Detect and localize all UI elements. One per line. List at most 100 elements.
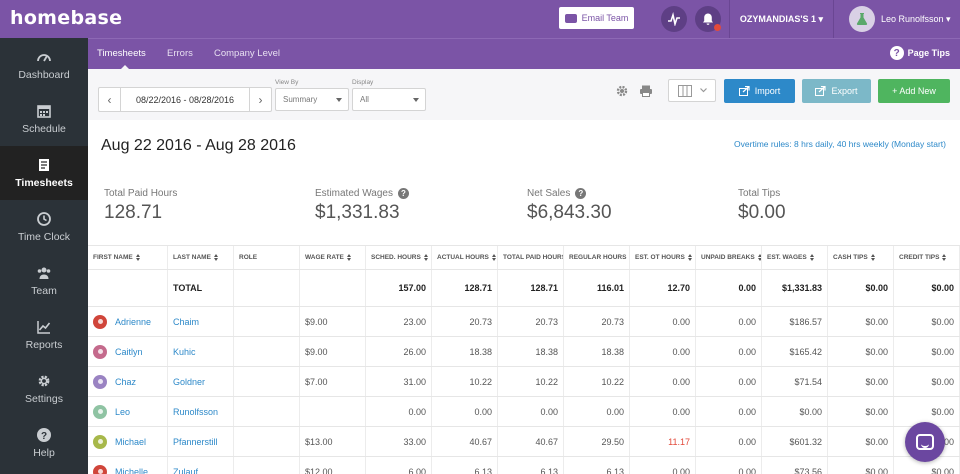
export-button[interactable]: Export xyxy=(802,79,871,103)
print-icon[interactable] xyxy=(639,84,653,98)
user-menu[interactable]: Leo Runolfsson ▾ xyxy=(842,0,960,38)
column-header[interactable]: ACTUAL HOURS xyxy=(432,246,498,269)
table-cell: $73.56 xyxy=(762,457,828,474)
timesheet-icon xyxy=(39,159,49,171)
table-cell: $0.00 xyxy=(828,397,894,426)
employee-first-name-link[interactable]: Leo xyxy=(115,406,131,417)
first-name-cell: Adrienne xyxy=(88,307,168,336)
question-icon[interactable]: ? xyxy=(575,188,587,199)
column-header[interactable]: LAST NAME xyxy=(168,246,234,269)
table-cell: $0.00 xyxy=(828,427,894,456)
table-cell: 0.00 xyxy=(630,397,696,426)
location-selector[interactable]: OZYMANDIAS'S 1 ▾ xyxy=(729,0,834,38)
last-name-cell: Chaim xyxy=(168,307,234,336)
notifications-button[interactable] xyxy=(695,6,721,32)
chat-launcher-button[interactable] xyxy=(905,422,945,462)
column-header-label: TOTAL PAID HOURS xyxy=(503,253,564,261)
next-week-button[interactable]: › xyxy=(249,88,271,111)
employee-first-name-link[interactable]: Michael xyxy=(115,436,147,447)
table-cell: $0.00 xyxy=(894,337,960,366)
column-header[interactable]: WAGE RATE xyxy=(300,246,366,269)
table-cell: 0.00 xyxy=(630,337,696,366)
previous-week-button[interactable]: ‹ xyxy=(99,88,121,111)
last-name-cell: Runolfsson xyxy=(168,397,234,426)
employee-last-name-link[interactable]: Goldner xyxy=(173,376,206,387)
employee-last-name-link[interactable]: Runolfsson xyxy=(173,406,219,417)
wage-rate-cell: $12.00 xyxy=(300,457,366,474)
table-cell: $71.54 xyxy=(762,367,828,396)
add-new-button[interactable]: + Add New xyxy=(878,79,950,103)
wage-rate-cell: $9.00 xyxy=(300,337,366,366)
view-by-value: Summary xyxy=(283,95,318,104)
table-row[interactable]: Caitlyn Kuhic $9.00 26.00 18.38 18.38 18.38 0.0… xyxy=(88,337,960,367)
table-row[interactable]: Chaz Goldner $7.00 31.00 10.22 10.22 10.22 0.00… xyxy=(88,367,960,397)
table-row[interactable]: Michelle Zulauf $12.00 6.00 6.13 6.13 6.13 0.00… xyxy=(88,457,960,474)
first-name-cell: Leo xyxy=(88,397,168,426)
total-value: 12.70 xyxy=(630,270,696,306)
column-header[interactable]: ROLE xyxy=(234,246,300,269)
wage-rate-cell: $13.00 xyxy=(300,427,366,456)
homebase-logo[interactable]: homebase xyxy=(10,7,123,29)
tab-company-level[interactable]: Company Level xyxy=(214,48,281,59)
add-new-label: + Add New xyxy=(892,86,936,96)
last-name-cell: Goldner xyxy=(168,367,234,396)
employee-first-name-link[interactable]: Chaz xyxy=(115,376,137,387)
sort-icon xyxy=(870,253,875,262)
column-header[interactable]: CASH TIPS xyxy=(828,246,894,269)
question-icon[interactable]: ? xyxy=(398,188,409,199)
tab-errors[interactable]: Errors xyxy=(167,48,193,59)
sidebar-item-label: Schedule xyxy=(22,123,66,135)
settings-gear-icon[interactable] xyxy=(615,84,629,98)
employee-last-name-link[interactable]: Zulauf xyxy=(173,466,199,474)
column-header[interactable]: REGULAR HOURS xyxy=(564,246,630,269)
column-header-label: WAGE RATE xyxy=(305,253,344,261)
column-header[interactable]: TOTAL PAID HOURS xyxy=(498,246,564,269)
email-team-button[interactable]: Email Team xyxy=(559,7,634,29)
employee-last-name-link[interactable]: Kuhic xyxy=(173,346,196,357)
sidebar-item-dashboard[interactable]: Dashboard xyxy=(0,38,88,92)
employee-last-name-link[interactable]: Chaim xyxy=(173,316,200,327)
employee-first-name-link[interactable]: Adrienne xyxy=(115,316,152,327)
column-header[interactable]: EST. WAGES xyxy=(762,246,828,269)
tab-timesheets[interactable]: Timesheets xyxy=(97,48,146,59)
view-by-select[interactable]: Summary xyxy=(275,88,349,111)
sidebar-item-reports[interactable]: Reports xyxy=(0,308,88,362)
import-button[interactable]: Import xyxy=(724,79,795,103)
help-icon: ? xyxy=(37,428,51,442)
flask-icon xyxy=(856,13,868,25)
page-title: Aug 22 2016 - Aug 28 2016 xyxy=(101,137,296,154)
page-tips-button[interactable]: ? Page Tips xyxy=(889,46,950,60)
employee-first-name-link[interactable]: Michelle xyxy=(115,466,149,474)
columns-toggle-button[interactable] xyxy=(668,79,716,102)
sort-icon xyxy=(213,253,218,262)
sidebar-item-timesheets[interactable]: Timesheets xyxy=(0,146,88,200)
overtime-rules-link[interactable]: Overtime rules: 8 hrs daily, 40 hrs week… xyxy=(734,139,946,149)
export-icon xyxy=(815,86,827,96)
table-cell: 29.50 xyxy=(564,427,630,456)
date-range-text[interactable]: 08/22/2016 - 08/28/2016 xyxy=(135,94,235,105)
sidebar-item-help[interactable]: ? Help xyxy=(0,416,88,470)
role-cell xyxy=(234,397,300,426)
sidebar-item-time-clock[interactable]: Time Clock xyxy=(0,200,88,254)
sidebar-item-schedule[interactable]: Schedule xyxy=(0,92,88,146)
activity-button[interactable] xyxy=(661,6,687,32)
employee-last-name-link[interactable]: Pfannerstill xyxy=(173,436,218,447)
sidebar-item-settings[interactable]: Settings xyxy=(0,362,88,416)
column-header-label: UNPAID BREAKS xyxy=(701,253,755,261)
sidebar-item-label: Settings xyxy=(25,393,63,405)
column-header[interactable]: SCHED. HOURS xyxy=(366,246,432,269)
employee-first-name-link[interactable]: Caitlyn xyxy=(115,346,143,357)
column-header[interactable]: EST. OT HOURS xyxy=(630,246,696,269)
table-cell: 18.38 xyxy=(432,337,498,366)
table-row[interactable]: Adrienne Chaim $9.00 23.00 20.73 20.73 20.73 0.… xyxy=(88,307,960,337)
table-row[interactable]: Michael Pfannerstill $13.00 33.00 40.67 40.67… xyxy=(88,427,960,457)
total-value: 0.00 xyxy=(696,270,762,306)
bell-icon xyxy=(703,13,713,25)
column-header[interactable]: UNPAID BREAKS xyxy=(696,246,762,269)
column-header[interactable]: FIRST NAME xyxy=(88,246,168,269)
sidebar-item-team[interactable]: Team xyxy=(0,254,88,308)
column-header[interactable]: CREDIT TIPS xyxy=(894,246,960,269)
display-select[interactable]: All xyxy=(352,88,426,111)
table-row[interactable]: Leo Runolfsson 0.00 0.00 0.00 0.00 0.00 0.00 $0.… xyxy=(88,397,960,427)
stat-value: $0.00 xyxy=(738,202,786,223)
